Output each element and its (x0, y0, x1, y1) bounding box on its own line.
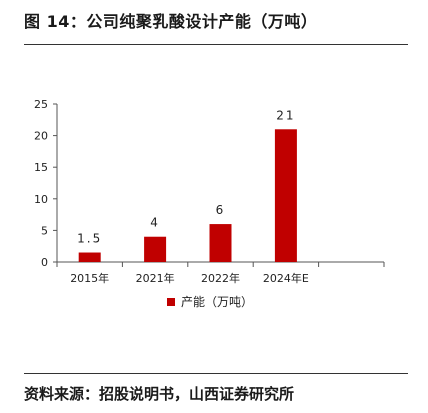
bar-2024年E (274, 129, 297, 262)
x-tick-label: 2022年 (201, 271, 240, 285)
legend-label: 产能（万吨） (181, 295, 253, 309)
y-tick-label: 15 (34, 161, 48, 174)
data-label: 4 (150, 216, 160, 230)
legend-swatch (167, 298, 175, 306)
chart-title: 图 14：公司纯聚乳酸设计产能（万吨） (24, 12, 318, 31)
x-tick-label: 2015年 (70, 271, 109, 285)
chart-bars (78, 129, 297, 262)
y-tick-label: 20 (34, 130, 48, 143)
data-label: 6 (216, 203, 226, 217)
bar-2015年 (78, 252, 101, 262)
y-tick-label: 10 (34, 193, 48, 206)
data-label: 21 (276, 108, 295, 122)
chart-legend: 产能（万吨） (167, 295, 253, 309)
top-divider (24, 44, 408, 45)
bottom-divider (24, 373, 408, 374)
chart-axes: 0 5 10 15 20 25 (34, 98, 385, 269)
source-note: 资料来源：招股说明书，山西证券研究所 (24, 385, 295, 403)
y-tick-label: 5 (41, 224, 48, 237)
chart-labels: 2015年 1.5 2021年 4 2022年 6 2024年E 21 (70, 108, 309, 285)
bar-2021年 (144, 236, 167, 262)
x-tick-label: 2024年E (263, 271, 309, 285)
data-label: 1.5 (77, 232, 102, 246)
y-tick-label: 0 (41, 256, 48, 269)
y-tick-label: 25 (34, 98, 48, 111)
x-tick-label: 2021年 (136, 271, 175, 285)
bar-2022年 (209, 224, 232, 262)
